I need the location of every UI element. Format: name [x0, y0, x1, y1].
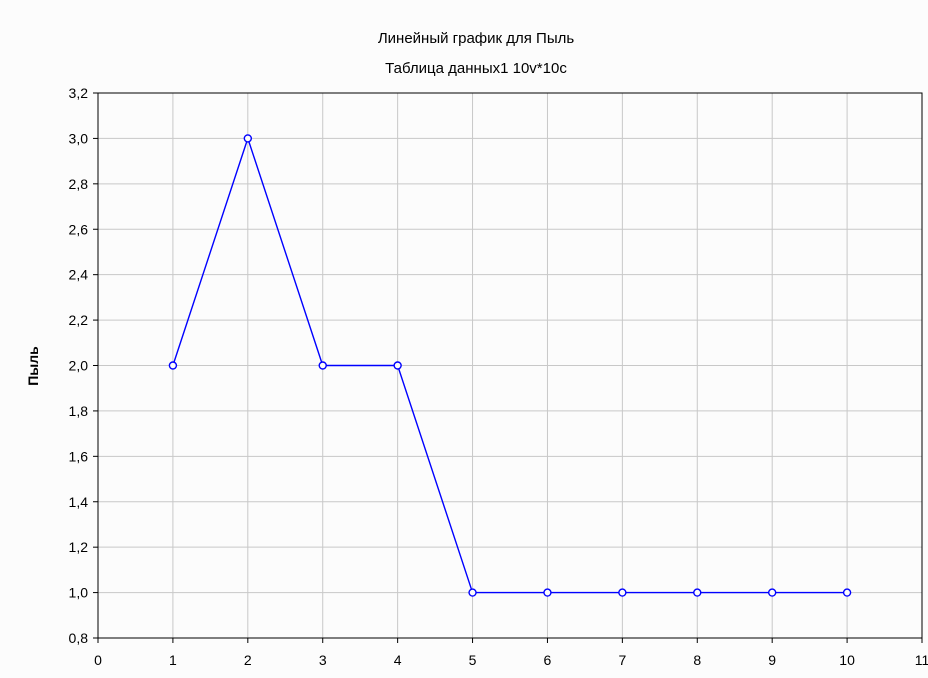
x-tick-label: 3	[319, 652, 327, 668]
x-tick-label: 1	[169, 652, 177, 668]
y-tick-label: 2,2	[69, 312, 89, 328]
y-tick-label: 2,0	[69, 358, 89, 374]
y-tick-label: 2,8	[69, 176, 89, 192]
y-tick-label: 2,4	[69, 267, 89, 283]
series-line	[172, 136, 848, 594]
x-tick-label: 6	[544, 652, 552, 668]
chart-subtitle: Таблица данных1 10v*10c	[385, 60, 567, 77]
data-point	[468, 588, 477, 597]
y-tick-label: 1,4	[69, 494, 89, 510]
x-tick-label: 4	[394, 652, 402, 668]
series-layer	[168, 134, 852, 597]
y-tick-label: 1,0	[69, 585, 89, 601]
y-tick-label: 1,6	[69, 448, 89, 464]
x-tick-label: 8	[693, 652, 701, 668]
y-tick-label: 0,8	[69, 630, 89, 646]
y-tick-label: 3,0	[69, 130, 89, 146]
data-point	[318, 361, 327, 370]
data-point	[618, 588, 627, 597]
data-point	[767, 588, 777, 597]
data-point	[393, 361, 402, 370]
x-tick-label: 10	[839, 652, 855, 668]
data-point	[168, 361, 178, 370]
data-point	[842, 588, 852, 597]
x-tick-label: 11	[915, 652, 928, 668]
grid	[98, 93, 922, 638]
data-point	[693, 588, 702, 597]
data-point	[543, 588, 552, 597]
x-tick-label: 2	[244, 652, 252, 668]
x-tick-label: 5	[469, 652, 477, 668]
y-tick-label: 1,8	[69, 403, 89, 419]
x-tick-label: 9	[768, 652, 776, 668]
y-axis-label: Пыль	[25, 346, 41, 386]
data-point	[243, 134, 253, 143]
x-tick-label: 7	[618, 652, 626, 668]
y-tick-label: 3,2	[69, 85, 89, 101]
y-tick-label: 1,2	[69, 539, 89, 555]
y-tick-label: 2,6	[69, 221, 89, 237]
ticks: 0 1 2 3 4 5 6 7 8 9 10 11 0,8 1,0 1,2 1,4 1,6 1,8 2,0 2,2 2,…	[69, 85, 928, 668]
x-tick-label: 0	[94, 652, 102, 668]
chart-title: Линейный график для Пыль	[378, 30, 575, 47]
